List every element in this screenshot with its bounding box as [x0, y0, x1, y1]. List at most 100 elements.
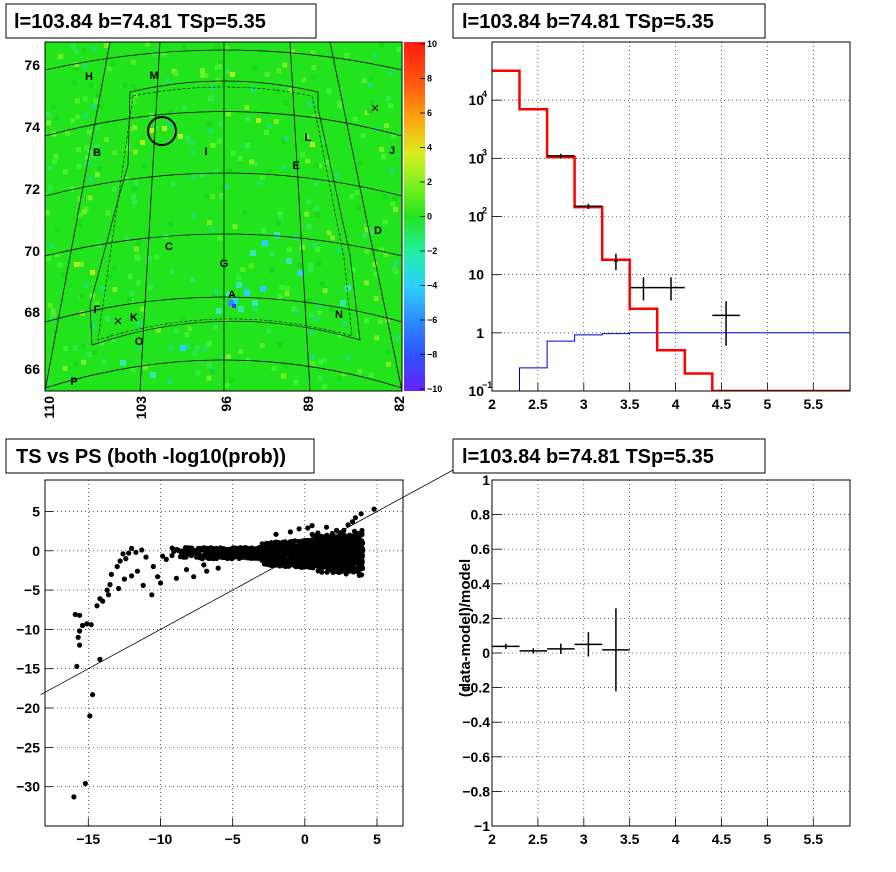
x-tick-label: 3.5	[620, 831, 640, 847]
map-pixel	[169, 269, 175, 275]
longitude-line	[139, 42, 161, 391]
map-pixel	[379, 42, 385, 48]
map-pixel	[306, 298, 312, 304]
scatter-point	[90, 692, 96, 698]
map-pixel	[93, 98, 99, 104]
map-pixel	[208, 128, 214, 134]
y-tick-label: −1	[474, 818, 490, 834]
map-pixel	[76, 221, 82, 227]
region-label: K	[130, 312, 138, 324]
map-pixel	[364, 110, 370, 116]
region-label: D	[374, 225, 382, 237]
scatter-point	[335, 534, 341, 541]
map-pixel	[140, 306, 146, 312]
map-pixel	[356, 204, 362, 210]
map-pixel	[277, 294, 283, 299]
map-pixel	[306, 199, 311, 205]
map-pixel	[110, 61, 116, 67]
y-tick-label: −10	[16, 621, 40, 637]
map-pixel	[94, 301, 100, 307]
scatter-point	[84, 621, 90, 627]
map-pixel	[325, 159, 331, 165]
map-pixel	[65, 130, 70, 136]
x-tick-label: 4.5	[712, 831, 732, 847]
scatter-point	[359, 572, 365, 578]
map-pixel	[76, 147, 82, 153]
map-pixel	[281, 373, 286, 379]
y-tick-label: −30	[16, 779, 40, 795]
x-tick-label: 5.5	[804, 396, 824, 412]
color-scale-tick-label: 2	[427, 177, 432, 187]
map-pixel	[80, 343, 86, 349]
map-pixel	[266, 328, 272, 334]
scatter-frame	[44, 479, 404, 827]
y-tick-label: 10	[468, 267, 484, 283]
map-pixel	[69, 186, 75, 192]
y-tick-label: 1	[476, 325, 484, 341]
map-pixel	[130, 194, 136, 200]
map-pixel	[207, 340, 213, 346]
longitude-line	[329, 42, 402, 391]
map-pixel	[191, 213, 197, 219]
map-pixel	[305, 158, 311, 164]
map-pixel	[150, 372, 156, 378]
reference-line	[40, 452, 486, 696]
map-pixel	[194, 345, 200, 351]
map-pixel	[279, 285, 285, 291]
map-pixel	[316, 261, 322, 267]
spectrum-grid	[491, 42, 850, 392]
scatter-point	[251, 555, 257, 561]
map-pixel	[283, 100, 289, 106]
map-pixel	[364, 248, 370, 254]
map-pixel	[107, 66, 113, 72]
map-pixel	[101, 359, 107, 365]
map-frame	[44, 41, 403, 392]
map-pixel	[336, 376, 342, 382]
scatter-point	[358, 563, 364, 569]
map-pixel	[310, 50, 316, 56]
map-pixel	[373, 53, 378, 59]
map-pixel	[135, 280, 141, 286]
map-pixel	[372, 261, 378, 267]
map-pixel	[384, 123, 390, 129]
map-pixel	[228, 300, 234, 306]
map-pixel	[237, 156, 243, 161]
map-pixel	[57, 262, 63, 268]
map-pixel	[288, 88, 294, 94]
scatter-point	[230, 554, 236, 560]
map-pixel	[208, 95, 214, 101]
map-pixel	[111, 186, 117, 192]
title-box	[452, 3, 766, 39]
map-pixel	[290, 49, 296, 55]
x-tick-label: 2.5	[528, 831, 548, 847]
map-pixel	[229, 377, 235, 383]
map-pixel	[108, 333, 114, 339]
map-pixel	[130, 366, 136, 372]
scatter-point	[305, 525, 311, 531]
map-pixel	[53, 328, 59, 334]
scatter-point	[289, 538, 295, 545]
map-pixel	[252, 161, 258, 166]
map-pixel	[283, 362, 289, 368]
map-pixel	[152, 52, 157, 58]
scatter-point	[332, 566, 338, 572]
map-pixel	[383, 252, 389, 258]
map-pixel	[219, 186, 225, 192]
map-pixel	[379, 247, 384, 253]
y-tick-label: 0	[482, 645, 490, 661]
scatter-point	[293, 543, 299, 550]
map-pixel	[367, 82, 373, 88]
y-tick-label: 0.6	[471, 541, 491, 557]
map-pixel	[133, 246, 139, 252]
map-pixel	[206, 121, 212, 127]
map-pixel	[133, 180, 139, 186]
map-pixel	[179, 315, 185, 321]
map-pixel	[73, 49, 79, 55]
map-pixel	[216, 138, 222, 144]
scatter-point	[352, 515, 358, 521]
scatter-point	[121, 576, 127, 582]
map-pixel	[216, 308, 222, 314]
map-pixel	[259, 343, 265, 348]
map-pixel	[201, 346, 207, 352]
